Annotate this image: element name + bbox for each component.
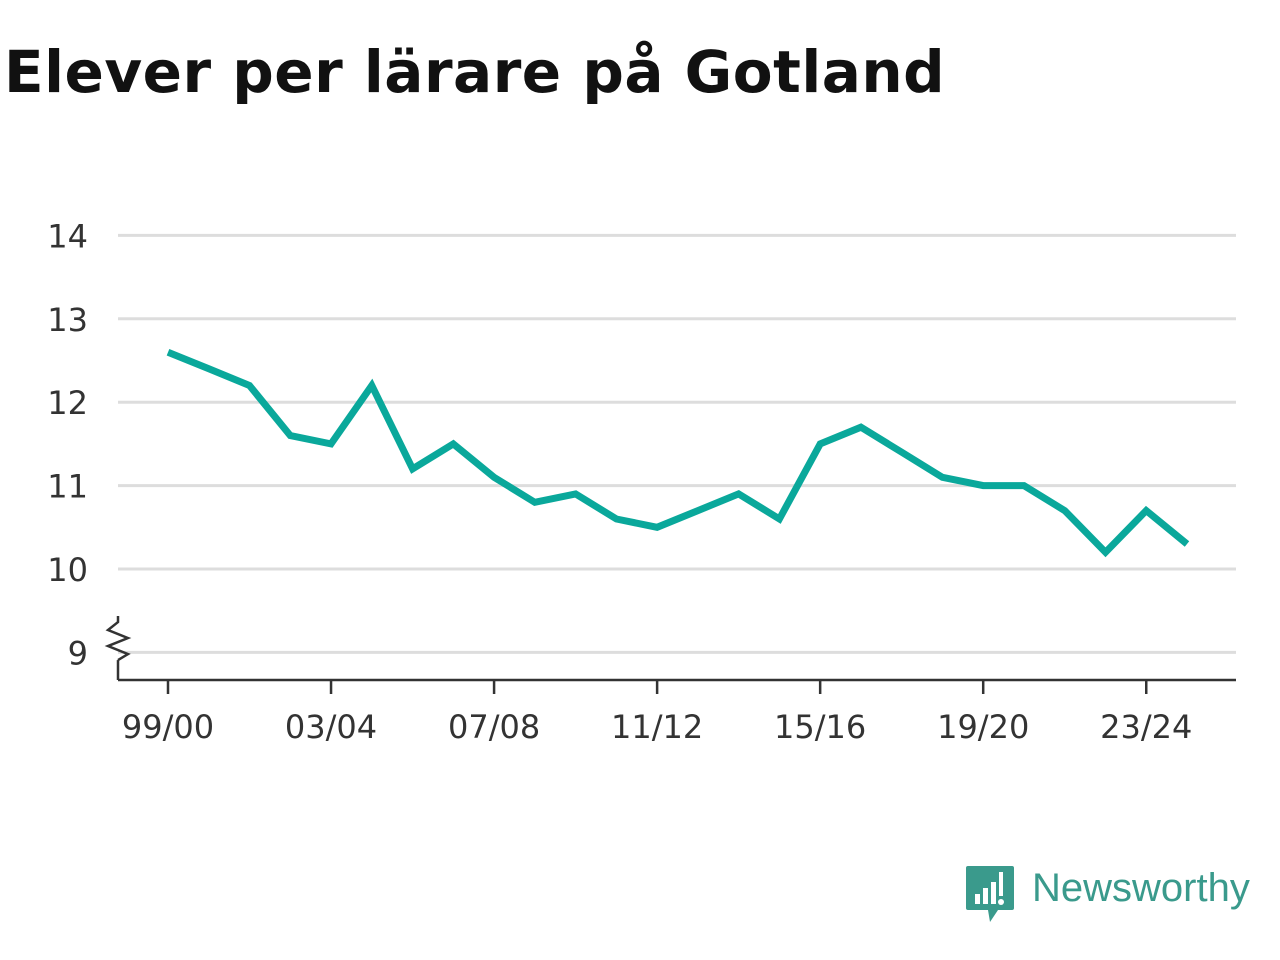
x-tick-label: 23/24 <box>1100 708 1192 746</box>
x-tick-label: 07/08 <box>448 708 540 746</box>
x-tick-label: 11/12 <box>611 708 703 746</box>
series-layer <box>166 348 1190 558</box>
x-tick-label: 03/04 <box>285 708 377 746</box>
series-line-0 <box>166 348 1190 558</box>
y-axis-ticks: 9 10 11 12 13 14 <box>47 217 132 672</box>
gridlines <box>118 233 1236 654</box>
y-tick-label: 11 <box>47 468 88 506</box>
y-axis-break-marker <box>104 616 132 662</box>
x-axis: 99/00 03/04 07/08 11/12 15/16 19/20 23/24 <box>116 660 1236 746</box>
x-tick-label: 19/20 <box>937 708 1029 746</box>
brand-name: Newsworthy <box>1032 866 1250 910</box>
y-tick-label: 9 <box>68 634 88 672</box>
y-tick-label: 14 <box>47 217 88 255</box>
x-tick-label: 15/16 <box>774 708 866 746</box>
y-tick-label: 13 <box>47 301 88 339</box>
chart-title: Elever per lärare på Gotland <box>4 38 946 106</box>
y-tick-label: 12 <box>47 384 88 422</box>
x-tick-label: 99/00 <box>122 708 214 746</box>
y-tick-label: 10 <box>47 551 88 589</box>
newsworthy-logo-icon <box>966 866 1014 922</box>
